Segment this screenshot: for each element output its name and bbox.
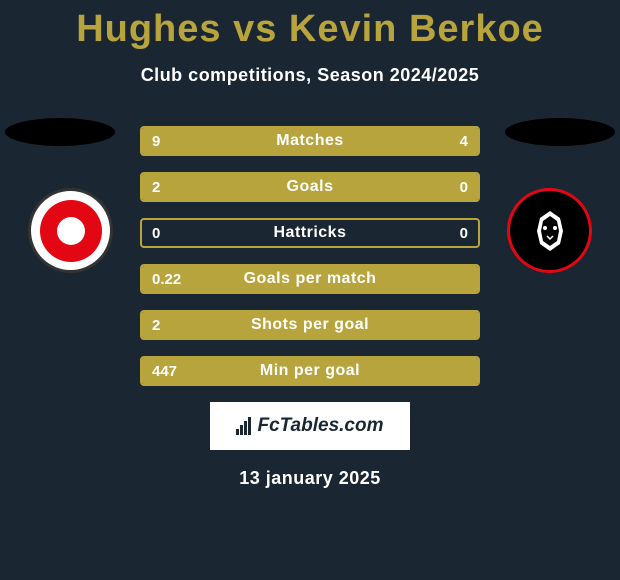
stat-row: Goals per match0.22 [140, 264, 480, 294]
stat-value-right: 0 [460, 220, 468, 246]
stats-bars: Matches94Goals20Hattricks00Goals per mat… [140, 126, 480, 386]
stat-value-left: 2 [152, 312, 160, 338]
stat-value-left: 0 [152, 220, 160, 246]
stat-value-right: 4 [460, 128, 468, 154]
stat-label: Goals [142, 174, 478, 200]
subtitle: Club competitions, Season 2024/2025 [0, 65, 620, 86]
stat-value-right: 0 [460, 174, 468, 200]
stat-label: Goals per match [142, 266, 478, 292]
fctables-logo: FcTables.com [210, 402, 410, 450]
stat-label: Matches [142, 128, 478, 154]
stat-value-left: 447 [152, 358, 177, 384]
logo-label: FcTables.com [257, 415, 383, 437]
team-badge-left-inner [40, 200, 102, 262]
stat-value-left: 0.22 [152, 266, 181, 292]
stat-row: Matches9 4 [140, 126, 480, 156]
page-title: Hughes vs Kevin Berkoe [0, 0, 620, 51]
stat-row: Shots per goal2 [140, 310, 480, 340]
stat-label: Shots per goal [142, 312, 478, 338]
stat-label: Hattricks [142, 220, 478, 246]
stat-value-left: 9 [152, 128, 160, 154]
stat-value-left: 2 [152, 174, 160, 200]
team-badge-left [28, 188, 113, 273]
shadow-right [505, 118, 615, 146]
stat-row: Min per goal447 [140, 356, 480, 386]
logo-bars-icon [236, 417, 251, 435]
stat-row: Hattricks0 0 [140, 218, 480, 248]
footer-date: 13 january 2025 [0, 468, 620, 489]
logo-text: FcTables.com [236, 415, 383, 437]
comparison-content: Matches94Goals20Hattricks00Goals per mat… [0, 126, 620, 386]
shadow-left [5, 118, 115, 146]
stat-label: Min per goal [142, 358, 478, 384]
stat-row: Goals2 0 [140, 172, 480, 202]
lion-icon [525, 206, 575, 256]
team-badge-right [507, 188, 592, 273]
